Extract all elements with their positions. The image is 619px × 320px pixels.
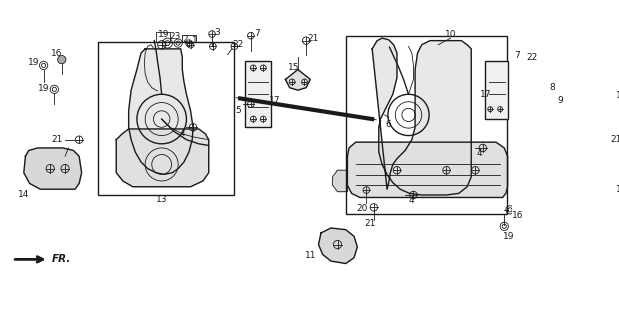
Circle shape xyxy=(542,75,552,84)
Text: 19: 19 xyxy=(38,84,50,93)
Polygon shape xyxy=(319,228,357,263)
Polygon shape xyxy=(116,129,209,187)
Text: 23: 23 xyxy=(169,32,181,41)
Polygon shape xyxy=(129,49,193,174)
Text: 16: 16 xyxy=(512,211,523,220)
Text: 19: 19 xyxy=(28,59,40,68)
Text: 6: 6 xyxy=(386,120,392,129)
Polygon shape xyxy=(285,69,310,90)
Text: 15: 15 xyxy=(288,63,300,72)
Text: 4: 4 xyxy=(408,196,413,205)
Text: 1: 1 xyxy=(192,36,197,45)
Text: 22: 22 xyxy=(526,52,537,62)
Text: 18: 18 xyxy=(616,92,619,100)
Text: 9: 9 xyxy=(558,96,563,105)
Text: 17: 17 xyxy=(480,90,491,99)
Text: 21: 21 xyxy=(610,135,619,144)
Text: 22: 22 xyxy=(233,40,244,49)
Text: 11: 11 xyxy=(305,251,316,260)
Polygon shape xyxy=(591,152,619,185)
Bar xyxy=(98,42,235,195)
Text: 8: 8 xyxy=(549,83,555,92)
Text: 4: 4 xyxy=(477,149,482,158)
Text: 12: 12 xyxy=(616,185,619,194)
Text: 19: 19 xyxy=(503,232,514,241)
Text: 19: 19 xyxy=(158,30,169,39)
Polygon shape xyxy=(332,170,347,192)
Text: 7: 7 xyxy=(254,29,259,38)
Text: 2: 2 xyxy=(182,35,188,44)
Text: 16: 16 xyxy=(51,49,63,58)
Bar xyxy=(245,61,272,127)
Text: 20: 20 xyxy=(357,204,368,213)
Text: 5: 5 xyxy=(236,106,241,115)
Polygon shape xyxy=(24,148,82,189)
Bar xyxy=(346,36,507,214)
Text: FR.: FR. xyxy=(52,254,71,264)
Text: 10: 10 xyxy=(445,29,456,38)
Bar xyxy=(485,61,508,119)
Text: 21: 21 xyxy=(307,35,318,44)
Text: 17: 17 xyxy=(269,96,280,105)
Text: 14: 14 xyxy=(18,190,30,199)
Circle shape xyxy=(58,55,66,64)
Text: 21: 21 xyxy=(365,220,376,228)
Text: 3: 3 xyxy=(214,28,220,37)
Polygon shape xyxy=(589,100,619,127)
Text: 21: 21 xyxy=(51,135,63,144)
Text: 7: 7 xyxy=(514,51,519,60)
Polygon shape xyxy=(372,38,471,195)
Polygon shape xyxy=(347,142,508,197)
Text: 4: 4 xyxy=(180,129,185,138)
Text: 13: 13 xyxy=(156,195,167,204)
